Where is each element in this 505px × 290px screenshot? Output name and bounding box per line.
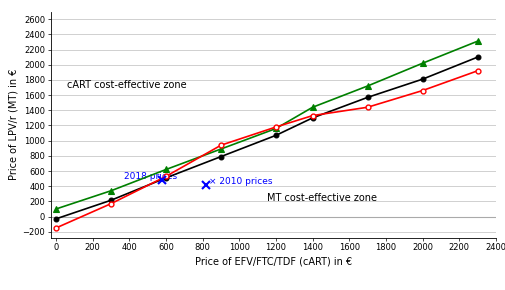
Y-axis label: Price of LPV/r (MT) in €: Price of LPV/r (MT) in € bbox=[8, 69, 18, 180]
Text: MT cost-effective zone: MT cost-effective zone bbox=[266, 193, 376, 203]
Text: 2018 prices: 2018 prices bbox=[124, 172, 177, 181]
Text: × 2010 prices: × 2010 prices bbox=[209, 177, 272, 186]
Text: cART cost-effective zone: cART cost-effective zone bbox=[67, 79, 186, 90]
X-axis label: Price of EFV/FTC/TDF (cART) in €: Price of EFV/FTC/TDF (cART) in € bbox=[194, 257, 351, 267]
